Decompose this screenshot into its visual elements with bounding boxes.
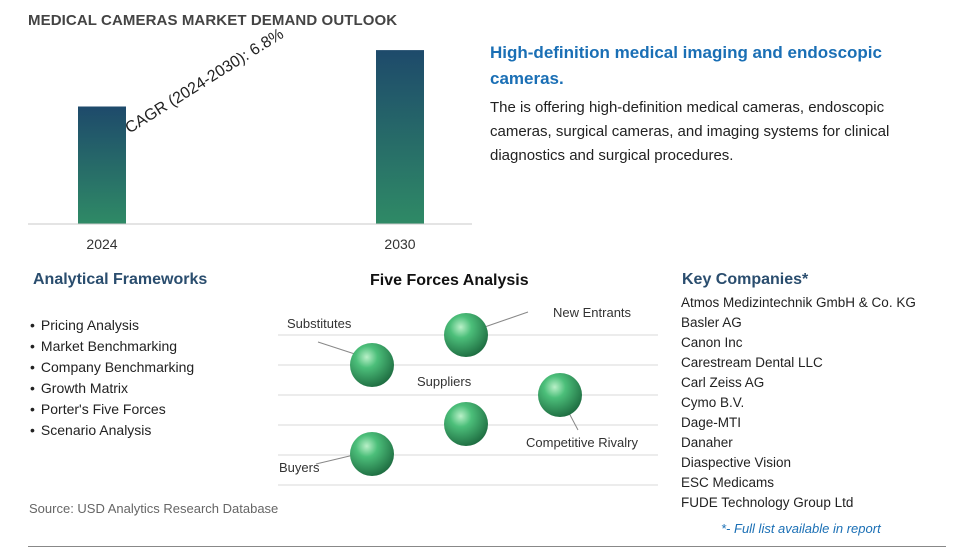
bottom-divider <box>28 546 946 547</box>
suppliers-sphere <box>444 402 488 446</box>
bar-chart: 2024 2030 <box>28 50 472 252</box>
five-forces-graphic <box>278 311 658 486</box>
competitive-rivalry-sphere <box>538 373 582 417</box>
five-forces-title: Five Forces Analysis <box>370 272 529 289</box>
company-item: Diaspective Vision <box>681 455 792 470</box>
company-item: Danaher <box>681 435 733 450</box>
list-item: Company Benchmarking <box>30 357 194 378</box>
companies-title: Key Companies* <box>682 271 809 288</box>
company-item: ESC Medicams <box>681 475 775 490</box>
new-entrants-sphere <box>444 313 488 357</box>
company-item: FUDE Technology Group Ltd <box>681 495 854 510</box>
substitutes-sphere <box>350 343 394 387</box>
company-item: Carestream Dental LLC <box>681 355 823 370</box>
substitutes-label: Substitutes <box>287 316 352 331</box>
bar-2024 <box>78 106 126 224</box>
frameworks-list: Pricing Analysis Market Benchmarking Com… <box>30 315 194 441</box>
companies-note: *- Full list available in report <box>721 521 881 536</box>
list-item: Porter's Five Forces <box>30 399 194 420</box>
list-item: Market Benchmarking <box>30 336 194 357</box>
buyers-sphere <box>350 432 394 476</box>
companies-list: Atmos Medizintechnik GmbH & Co. KG Basle… <box>681 293 916 513</box>
frameworks-title: Analytical Frameworks <box>33 271 208 288</box>
suppliers-label: Suppliers <box>417 374 472 389</box>
company-item: Canon Inc <box>681 335 743 350</box>
company-item: Atmos Medizintechnik GmbH & Co. KG <box>681 295 916 310</box>
buyers-label: Buyers <box>279 460 320 475</box>
company-item: Carl Zeiss AG <box>681 375 765 390</box>
x-tick-label: 2024 <box>86 236 117 252</box>
source-note: Source: USD Analytics Research Database <box>29 501 279 516</box>
highlight-title: High-definition medical imaging and endo… <box>490 43 882 88</box>
highlight-description: The is offering high-definition medical … <box>490 99 890 164</box>
company-item: Cymo B.V. <box>681 395 745 410</box>
list-item: Scenario Analysis <box>30 420 194 441</box>
five-forces-diagram: Substitutes New Entrants Suppliers Compe… <box>278 300 658 490</box>
bar-2030 <box>376 50 424 224</box>
new-entrants-label: New Entrants <box>553 305 632 320</box>
list-item: Growth Matrix <box>30 378 194 399</box>
company-item: Dage-MTI <box>681 415 742 430</box>
list-item: Pricing Analysis <box>30 315 194 336</box>
company-item: Basler AG <box>681 315 742 330</box>
x-tick-label: 2030 <box>384 236 415 252</box>
chart-title: MEDICAL CAMERAS MARKET DEMAND OUTLOOK <box>28 12 398 29</box>
competitive-rivalry-label: Competitive Rivalry <box>526 435 638 450</box>
